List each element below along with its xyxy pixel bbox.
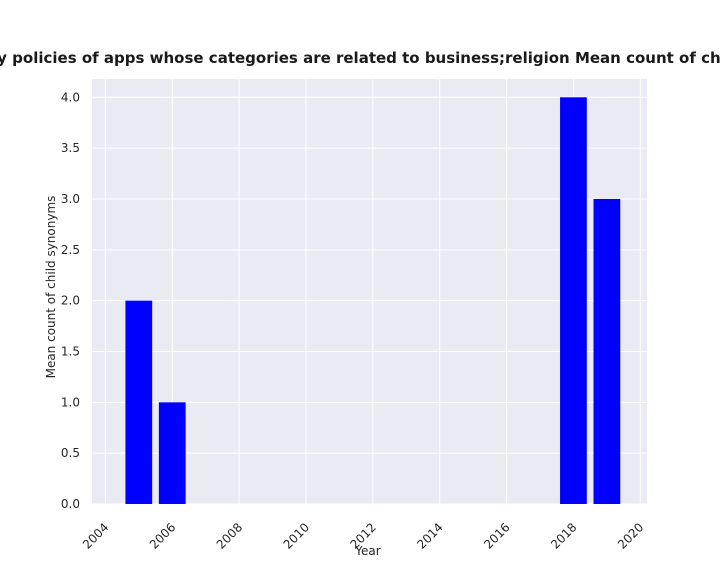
y-tick-label: 2.5 <box>61 243 80 257</box>
x-tick-label: 2020 <box>615 520 646 551</box>
y-tick-label: 4.0 <box>61 90 80 104</box>
y-tick-label: 1.0 <box>61 395 80 409</box>
x-tick-label: 2008 <box>214 520 245 551</box>
x-tick-label: 2010 <box>281 520 312 551</box>
y-tick-label: 0.5 <box>61 446 80 460</box>
x-tick-label: 2016 <box>481 520 512 551</box>
x-tick-label: 2006 <box>147 520 178 551</box>
x-tick-label: 2014 <box>414 520 445 551</box>
y-tick-label: 0.0 <box>61 497 80 511</box>
y-tick-label: 3.5 <box>61 141 80 155</box>
bar-2006 <box>158 402 186 504</box>
y-axis-title: Mean count of child synonyms <box>44 196 58 379</box>
bar-2018 <box>560 97 587 504</box>
bar-series <box>125 97 621 504</box>
chart-title: Mean count of child synonyms in privacy … <box>0 49 720 67</box>
y-axis-ticks: 0.0 0.5 1.0 1.5 2.0 2.5 3.0 3.5 4.0 <box>61 90 80 511</box>
x-axis-title: Year <box>354 544 380 558</box>
y-tick-label: 1.5 <box>61 344 80 358</box>
x-tick-label: 2004 <box>80 520 111 551</box>
y-tick-label: 2.0 <box>61 294 80 308</box>
x-tick-label: 2018 <box>548 520 579 551</box>
bar-2005 <box>125 300 153 504</box>
bar-2019 <box>593 198 621 504</box>
y-tick-label: 3.0 <box>61 192 80 206</box>
